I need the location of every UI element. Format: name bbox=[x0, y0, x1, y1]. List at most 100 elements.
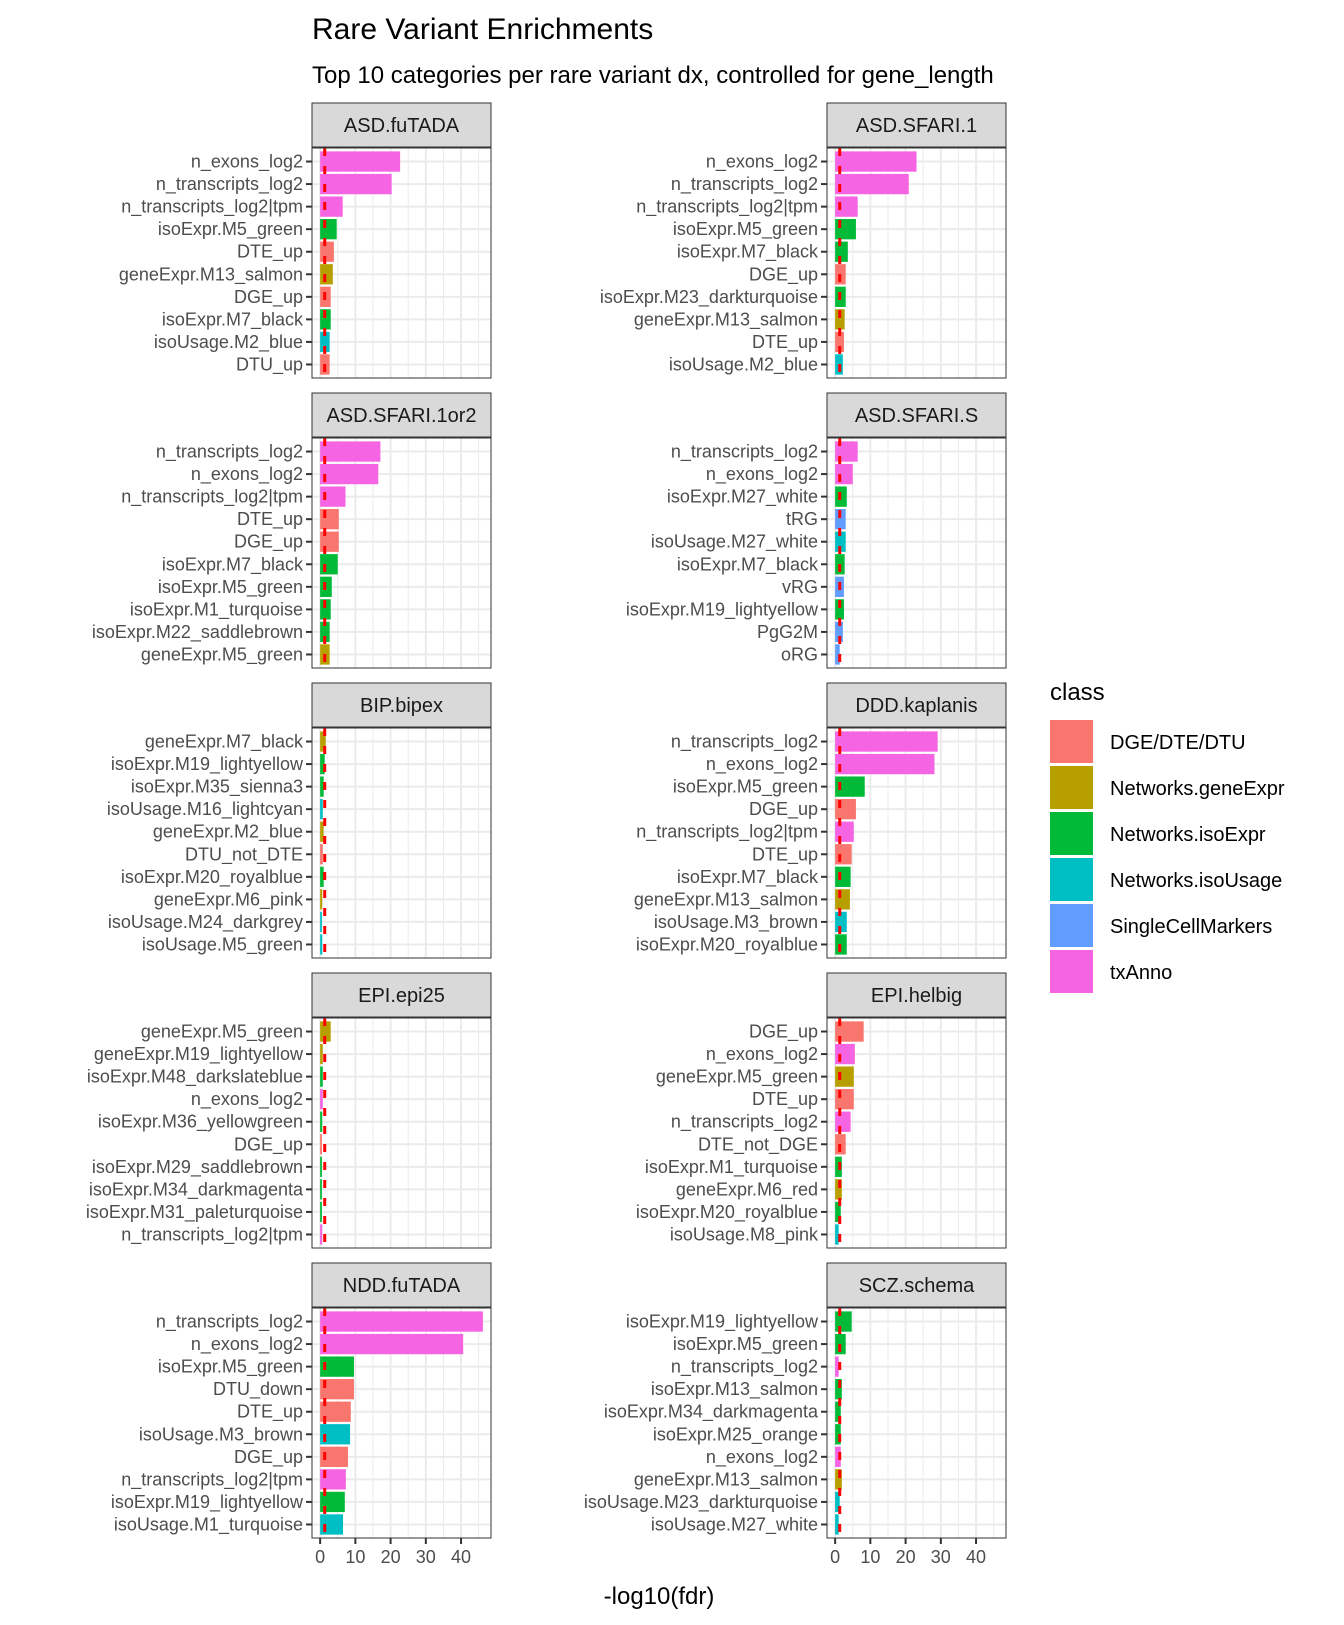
y-tick-label: n_transcripts_log2|tpm bbox=[636, 197, 818, 218]
y-tick-label: n_exons_log2 bbox=[706, 1044, 818, 1065]
y-tick-label: n_exons_log2 bbox=[706, 464, 818, 485]
facet-strip-label: BIP.bipex bbox=[360, 695, 443, 717]
bar bbox=[835, 911, 847, 933]
legend-key bbox=[1050, 766, 1093, 809]
y-tick-label: isoExpr.M7_black bbox=[677, 554, 819, 575]
panel-background bbox=[312, 1018, 491, 1248]
bar bbox=[320, 486, 346, 507]
y-tick-label: isoUsage.M2_blue bbox=[154, 332, 303, 353]
facet-SCZ.schema: SCZ.schemaisoExpr.M19_lightyellowisoExpr… bbox=[584, 1262, 1007, 1567]
y-tick-label: DTE_up bbox=[237, 1402, 303, 1423]
panel-border bbox=[311, 437, 492, 669]
bar bbox=[835, 753, 935, 775]
bar bbox=[320, 509, 339, 530]
y-tick-label: isoUsage.M24_darkgrey bbox=[108, 912, 303, 933]
legend-label: Networks.geneExpr bbox=[1110, 778, 1285, 800]
y-tick-label: isoUsage.M16_lightcyan bbox=[107, 799, 303, 820]
bar bbox=[320, 151, 401, 172]
bar bbox=[835, 309, 845, 330]
facet-BIP.bipex: BIP.bipex geneExpr.M7_blackisoExpr.M19_li… bbox=[107, 682, 492, 959]
bar bbox=[835, 599, 844, 620]
y-tick-label: isoExpr.M34_darkmagenta bbox=[89, 1179, 304, 1200]
y-tick-label: DTE_up bbox=[752, 844, 818, 865]
chart-title: Rare Variant Enrichments bbox=[312, 13, 653, 46]
facet-strip-label: ASD.fuTADA bbox=[344, 115, 460, 137]
y-tick-label: isoExpr.M19_lightyellow bbox=[626, 599, 819, 620]
y-tick-label: isoExpr.M20_royalblue bbox=[121, 867, 303, 888]
bar bbox=[835, 844, 852, 865]
y-tick-label: isoExpr.M7_black bbox=[677, 867, 819, 888]
bar bbox=[320, 463, 379, 485]
y-tick-label: n_transcripts_log2 bbox=[671, 1112, 818, 1133]
panel-background bbox=[312, 728, 491, 958]
facet-EPI.helbig: EPI.helbig DGE_upn_exons_log2geneExpr.M5_… bbox=[636, 972, 1007, 1249]
x-tick-label: 30 bbox=[931, 1547, 951, 1567]
y-tick-label: isoExpr.M5_green bbox=[158, 577, 303, 598]
panel-background bbox=[827, 1308, 1006, 1538]
y-tick-label: isoExpr.M34_darkmagenta bbox=[604, 1402, 819, 1423]
y-tick-label: n_transcripts_log2|tpm bbox=[121, 487, 303, 508]
bar bbox=[320, 264, 333, 285]
x-tick-label: 30 bbox=[416, 1547, 436, 1567]
bar bbox=[835, 1066, 854, 1087]
y-tick-label: n_exons_log2 bbox=[191, 464, 303, 485]
bar bbox=[835, 196, 858, 217]
y-tick-label: DGE_up bbox=[749, 264, 818, 285]
bar bbox=[835, 866, 851, 887]
y-tick-label: n_transcripts_log2|tpm bbox=[121, 197, 303, 218]
facet-NDD.fuTADA: NDD.fuTADA n_transcripts_log2n_exons_log2… bbox=[111, 1262, 492, 1567]
y-tick-label: n_exons_log2 bbox=[706, 152, 818, 173]
legend-label: Networks.isoUsage bbox=[1110, 870, 1282, 892]
bar bbox=[835, 241, 848, 262]
bar bbox=[835, 621, 843, 643]
y-tick-label: DTU_down bbox=[213, 1379, 303, 1400]
y-tick-label: isoExpr.M36_yellowgreen bbox=[98, 1112, 303, 1133]
legend: DGE/DTE/DTU Networks.geneExpr Networks.iso… bbox=[1050, 720, 1285, 993]
y-tick-label: isoUsage.M3_brown bbox=[139, 1424, 303, 1445]
facet-ASD.fuTADA: ASD.fuTADA n_exons_log2 n_transcripts_log2… bbox=[119, 102, 492, 379]
bar bbox=[835, 1224, 839, 1245]
bar bbox=[835, 331, 844, 353]
panel-border bbox=[826, 437, 1007, 669]
bar bbox=[320, 309, 331, 330]
x-tick-label: 20 bbox=[381, 1547, 401, 1567]
facet-ASD.SFARI.S: ASD.SFARI.S n_transcripts_log2n_exons_log… bbox=[626, 392, 1007, 669]
y-tick-label: PgG2M bbox=[757, 622, 818, 642]
y-tick-label: DTU_up bbox=[236, 354, 303, 375]
bar bbox=[835, 1111, 851, 1132]
y-tick-label: isoExpr.M7_black bbox=[162, 309, 304, 330]
y-tick-label: DGE_up bbox=[749, 799, 818, 820]
bar bbox=[835, 509, 846, 530]
bar bbox=[320, 776, 324, 797]
y-tick-label: isoExpr.M27_white bbox=[667, 487, 818, 508]
bar bbox=[320, 1043, 323, 1065]
y-tick-label: n_exons_log2 bbox=[191, 1334, 303, 1355]
y-tick-label: isoUsage.M5_green bbox=[142, 934, 303, 955]
facet-strip-label: ASD.SFARI.1or2 bbox=[326, 405, 476, 427]
y-tick-label: DTE_up bbox=[752, 1089, 818, 1110]
y-tick-label: geneExpr.M13_salmon bbox=[634, 1469, 818, 1490]
bar bbox=[320, 621, 330, 643]
x-tick-label: 40 bbox=[451, 1547, 471, 1567]
y-tick-label: n_transcripts_log2 bbox=[671, 732, 818, 753]
legend-label: DGE/DTE/DTU bbox=[1110, 732, 1246, 754]
x-tick-label: 10 bbox=[345, 1547, 365, 1567]
facet-strip-label: ASD.SFARI.S bbox=[855, 405, 978, 427]
y-tick-label: isoExpr.M1_turquoise bbox=[645, 1157, 818, 1178]
y-tick-label: isoExpr.M5_green bbox=[673, 1334, 818, 1355]
y-tick-label: isoExpr.M48_darkslateblue bbox=[87, 1067, 303, 1088]
bar bbox=[320, 219, 337, 240]
y-tick-label: isoExpr.M5_green bbox=[158, 219, 303, 240]
panel-border bbox=[826, 727, 1007, 959]
y-tick-label: n_transcripts_log2 bbox=[671, 442, 818, 463]
x-tick-label: 0 bbox=[315, 1547, 325, 1567]
y-tick-label: n_transcripts_log2|tpm bbox=[121, 1469, 303, 1490]
y-tick-label: isoExpr.M5_green bbox=[158, 1357, 303, 1378]
y-tick-label: isoExpr.M22_saddlebrown bbox=[92, 622, 303, 643]
bar bbox=[320, 1156, 322, 1177]
y-tick-label: isoUsage.M23_darkturquoise bbox=[584, 1492, 818, 1513]
y-tick-label: n_exons_log2 bbox=[191, 152, 303, 173]
bar bbox=[835, 1356, 839, 1377]
bar bbox=[320, 1201, 322, 1223]
